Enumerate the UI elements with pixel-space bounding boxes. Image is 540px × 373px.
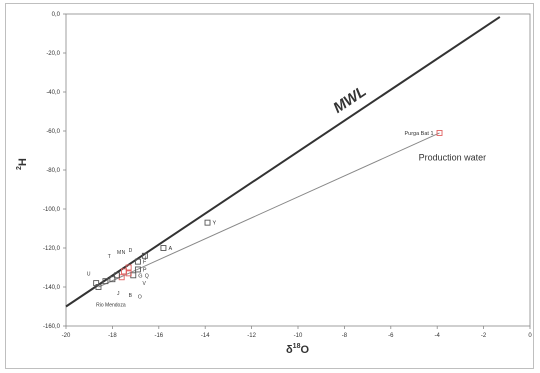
x-axis-element: O [300,344,309,356]
point-label: Purga Bat 1 [404,131,433,137]
data-point [114,272,120,279]
point-label: F [143,260,147,266]
y-axis-element: H [17,158,29,166]
x-tick-label: -6 [388,333,394,339]
x-axis-superscript: 18 [293,343,301,350]
annotation-label: U [87,271,91,277]
x-tick-label: -20 [62,333,71,339]
data-point [160,245,167,251]
y-tick-label: -140,0 [43,285,61,291]
x-tick-label: -18 [108,333,117,339]
annotation-label: N [122,250,126,256]
point-label: Y [213,221,217,227]
annotation-label: D [129,248,133,254]
y-axis-superscript: 2 [16,166,23,170]
mwl-label: MWL [330,83,369,117]
data-point [436,129,443,136]
data-point [134,266,141,273]
annotation-label: B [129,293,133,299]
y-axis-title: 2H [16,158,29,170]
annotation-label: I [145,256,146,262]
annotation-label: Q [145,273,149,279]
annotation-label: V [143,281,147,287]
data-point [102,278,109,285]
y-tick-label: 0,0 [52,12,61,18]
mwl-line [65,16,501,308]
data-point [109,276,116,283]
x-axis-title: δ18O [286,343,309,356]
production-water-label: Production water [419,152,487,162]
data-point [121,268,127,275]
x-tick-label: -4 [435,333,441,339]
data-point [125,264,132,271]
point-label: P [143,267,147,273]
point-label: G [138,273,142,279]
x-tick-label: -10 [294,333,303,339]
x-tick-label: -8 [342,333,348,339]
y-tick-label: -40,0 [46,90,60,96]
y-tick-label: -80,0 [46,168,60,174]
y-tick-label: -160,0 [43,324,61,330]
x-tick-label: -12 [247,333,256,339]
y-tick-label: -120,0 [43,246,61,252]
x-tick-label: -16 [154,333,163,339]
y-tick-label: -60,0 [46,129,60,135]
production-water-line [98,132,440,288]
chart-frame: -20 -18 -16 -14 -12 -10 -8 -6 -4 -2 0 0,0 -20,0 -40,… [5,3,534,369]
point-label: A [168,246,172,252]
x-tick-label: -14 [201,333,210,339]
data-point [204,219,211,226]
x-tick-label: -2 [481,333,487,339]
annotation-label: Rio Mendoza [96,303,126,309]
isotope-scatter-chart: -20 -18 -16 -14 -12 -10 -8 -6 -4 -2 0 0,0-20,0-40,… [16,12,532,356]
data-point [141,252,148,259]
plot-area [65,13,531,327]
y-tick-label: -20,0 [46,51,60,57]
y-tick-label: -100,0 [43,207,61,213]
data-point [134,258,141,265]
x-tick-label: 0 [528,333,532,339]
annotation-label: M [117,250,121,256]
annotation-label: J [117,291,120,297]
x-axis-delta: δ [286,344,293,356]
data-point [93,280,100,287]
annotation-label: T [108,254,111,260]
annotation-label: O [138,295,142,301]
